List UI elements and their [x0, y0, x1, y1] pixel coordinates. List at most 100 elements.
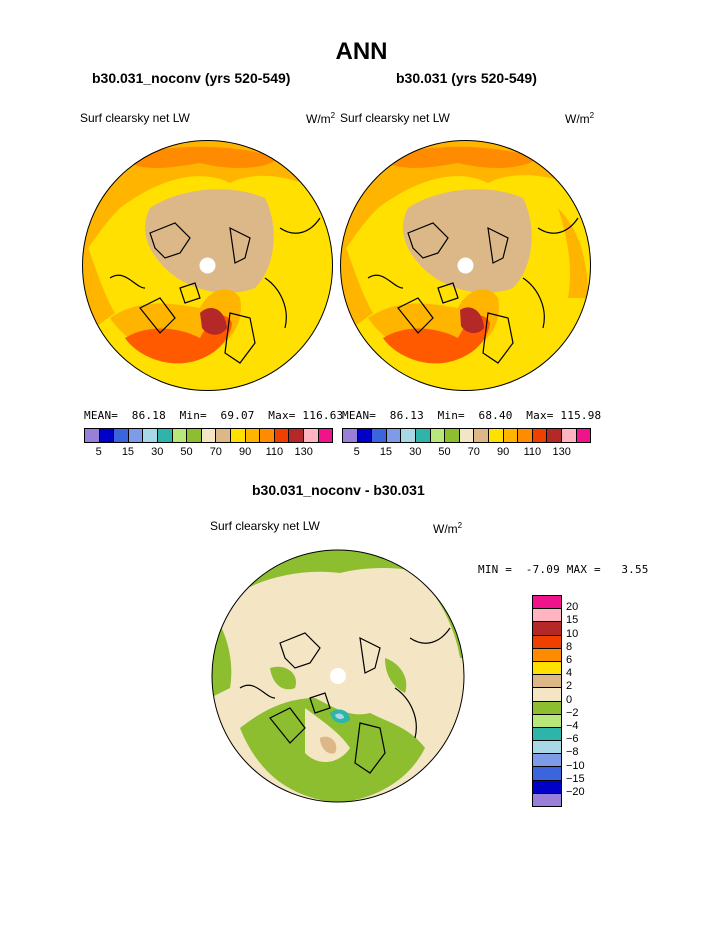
colorbar-swatch [172, 429, 188, 442]
colorbar-tick-label: 15 [121, 446, 135, 458]
colorbar-tick-label: 8 [566, 640, 573, 653]
colorbar-tick-label: 10 [566, 627, 579, 640]
colorbar-swatch [318, 429, 333, 442]
colorbar-tick-label: 2 [566, 680, 573, 693]
colorbar-tick-label: 30 [409, 446, 422, 458]
colorbar-2-ticks: 5 15 30 50 70 90 110 130 [342, 446, 591, 460]
colorbar-swatch [201, 429, 217, 442]
colorbar-tick-label: 50 [180, 446, 193, 458]
colorbar-swatch [445, 429, 460, 442]
colorbar-tick-label: −2 [566, 706, 579, 719]
panel-1-field-label: Surf clearsky net LW [80, 111, 190, 125]
panel-1-stats: MEAN= 86.18 Min= 69.07 Max= 116.63 [84, 409, 344, 422]
colorbar-swatch [230, 429, 246, 442]
colorbar-swatch [533, 609, 561, 623]
colorbar-swatch [533, 754, 561, 768]
colorbar-swatch [274, 429, 290, 442]
colorbar-swatch [533, 675, 561, 689]
colorbar-swatch [532, 429, 548, 442]
colorbar-swatch [576, 429, 591, 442]
polar-map-1 [82, 140, 333, 391]
colorbar-tick-label: 130 [294, 446, 313, 458]
colorbar-1 [84, 428, 333, 443]
colorbar-swatch [533, 622, 561, 636]
colorbar-swatch [187, 429, 202, 442]
colorbar-tick-label: −8 [566, 746, 579, 759]
colorbar-swatch [561, 429, 577, 442]
colorbar-swatch [289, 429, 304, 442]
colorbar-tick-label: 110 [523, 446, 542, 458]
panel-1-subtitle: b30.031_noconv (yrs 520-549) [92, 70, 291, 86]
colorbar-swatch [114, 429, 129, 442]
colorbar-swatch [533, 688, 561, 702]
diff-colorbar [532, 595, 562, 807]
colorbar-swatch [245, 429, 261, 442]
colorbar-tick-label: −20 [566, 786, 585, 798]
colorbar-swatch [459, 429, 475, 442]
colorbar-swatch [143, 429, 158, 442]
panel-2-stats: MEAN= 86.13 Min= 68.40 Max= 115.98 [342, 409, 602, 422]
diff-minmax: MIN = -7.09 MAX = 3.55 [478, 563, 649, 576]
panel-2-units: W/m2 [565, 111, 595, 126]
colorbar-tick-label: −6 [566, 733, 579, 746]
colorbar-swatch [533, 780, 561, 794]
colorbar-tick-label: 50 [438, 446, 451, 458]
colorbar-tick-label: 15 [379, 446, 393, 458]
colorbar-swatch [474, 429, 489, 442]
colorbar-tick-label: 30 [151, 446, 164, 458]
colorbar-swatch [216, 429, 231, 442]
panel-2-subtitle: b30.031 (yrs 520-549) [396, 70, 537, 86]
colorbar-swatch [533, 793, 561, 806]
colorbar-swatch [128, 429, 144, 442]
colorbar-swatch [488, 429, 504, 442]
colorbar-swatch [357, 429, 373, 442]
colorbar-tick-label: 90 [238, 446, 252, 458]
panel-1-units: W/m2 [306, 111, 336, 126]
colorbar-tick-label: 90 [496, 446, 510, 458]
colorbar-swatch [386, 429, 402, 442]
colorbar-tick-label: 5 [95, 446, 102, 458]
colorbar-tick-label: 70 [209, 446, 222, 458]
colorbar-tick-label: 130 [552, 446, 571, 458]
diff-units: W/m2 [433, 521, 463, 536]
colorbar-tick-label: 0 [566, 693, 573, 706]
colorbar-swatch [430, 429, 446, 442]
colorbar-swatch [85, 429, 100, 442]
colorbar-swatch [533, 741, 561, 755]
colorbar-swatch [99, 429, 115, 442]
colorbar-swatch [260, 429, 275, 442]
colorbar-swatch [533, 648, 561, 662]
colorbar-swatch [533, 701, 561, 715]
colorbar-swatch [533, 767, 561, 781]
colorbar-tick-label: 20 [566, 601, 579, 614]
colorbar-tick-label: 110 [265, 446, 284, 458]
colorbar-swatch [518, 429, 533, 442]
colorbar-swatch [533, 661, 561, 676]
colorbar-swatch [503, 429, 519, 442]
colorbar-swatch [157, 429, 173, 442]
diff-colorbar-ticks: 20 15 10 8 6 4 2 0 −2 −4 −6 −8 −10 −15 −20 [566, 595, 606, 805]
polar-map-diff [211, 549, 465, 803]
colorbar-tick-label: 15 [566, 614, 579, 627]
colorbar-tick-label: 5 [353, 446, 360, 458]
colorbar-swatch [533, 714, 561, 728]
colorbar-2 [342, 428, 591, 443]
diff-field-label: Surf clearsky net LW [210, 519, 320, 533]
polar-map-2 [340, 140, 591, 391]
colorbar-swatch [533, 727, 561, 742]
colorbar-swatch [303, 429, 319, 442]
colorbar-swatch [415, 429, 431, 442]
colorbar-swatch [343, 429, 358, 442]
colorbar-swatch [372, 429, 387, 442]
colorbar-tick-label: 4 [566, 667, 573, 680]
colorbar-tick-label: −15 [566, 772, 585, 785]
colorbar-tick-label: −4 [566, 720, 579, 732]
panel-2-field-label: Surf clearsky net LW [340, 111, 450, 125]
colorbar-1-ticks: 5 15 30 50 70 90 110 130 [84, 446, 333, 460]
colorbar-tick-label: 70 [467, 446, 480, 458]
page-title: ANN [335, 38, 388, 65]
diff-subtitle: b30.031_noconv - b30.031 [252, 482, 425, 498]
colorbar-swatch [547, 429, 562, 442]
colorbar-swatch [533, 635, 561, 649]
colorbar-swatch [401, 429, 416, 442]
